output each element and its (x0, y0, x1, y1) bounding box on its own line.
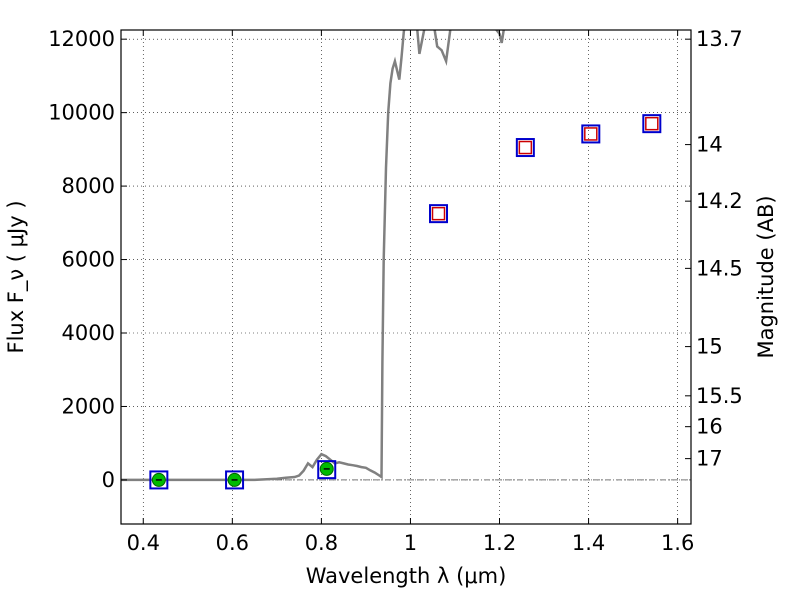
blue-square-marker (317, 460, 337, 480)
y-right-tick-label: 14 (696, 133, 723, 157)
red-square-marker (584, 127, 598, 141)
x-tick-label: 0.6 (216, 531, 249, 555)
photometry-points (149, 114, 662, 490)
red-square-marker (431, 206, 446, 221)
grid-lines (121, 30, 691, 524)
blue-square-marker (429, 204, 449, 224)
y-right-tick-label: 17 (696, 447, 723, 471)
y-tick-label: 2000 (62, 394, 115, 418)
x-tick-label: 1.2 (483, 531, 516, 555)
x-axis-title: Wavelength λ (μm) (306, 564, 507, 588)
red-square-marker (645, 116, 659, 131)
x-tick-label: 1.4 (572, 531, 605, 555)
y-tick-label: 0 (102, 468, 115, 492)
y-right-tick-label: 14.5 (696, 256, 743, 280)
red-square-marker (518, 140, 533, 155)
y-right-tick-label: 15 (696, 335, 723, 359)
blue-square-marker (642, 114, 662, 134)
spectrum-line (121, 30, 505, 482)
y-tick-label: 6000 (62, 248, 115, 272)
y-right-tick-label: 13.7 (696, 27, 743, 51)
y-right-tick-label: 14.2 (696, 189, 743, 213)
y-tick-label: 10000 (48, 101, 115, 125)
y-axis-title: Flux F_ν ( μJy ) (4, 200, 29, 353)
y-tick-label: 12000 (48, 27, 115, 51)
x-tick-label: 1 (404, 531, 417, 555)
template-spectrum (121, 30, 505, 482)
y-tick-label: 8000 (62, 174, 115, 198)
x-tick-label: 1.6 (661, 531, 694, 555)
blue-square-marker (225, 470, 245, 490)
y-right-tick-label: 16 (696, 415, 723, 439)
blue-square-marker (149, 470, 169, 490)
y-right-tick-label: 15.5 (696, 384, 743, 408)
y-axis-right-title: Magnitude (AB) (754, 195, 778, 358)
x-tick-label: 0.4 (127, 531, 160, 555)
y-tick-label: 4000 (62, 321, 115, 345)
x-tick-label: 0.8 (305, 531, 338, 555)
blue-square-marker (515, 138, 535, 158)
blue-square-marker (581, 124, 601, 144)
tick-labels: 0.4 0.6 0.8 1 1.2 1.4 1.6 0 2000 4000 6000 8000 1000… (48, 27, 743, 555)
axis-ticks (121, 30, 691, 524)
plot-frame (120, 29, 692, 525)
